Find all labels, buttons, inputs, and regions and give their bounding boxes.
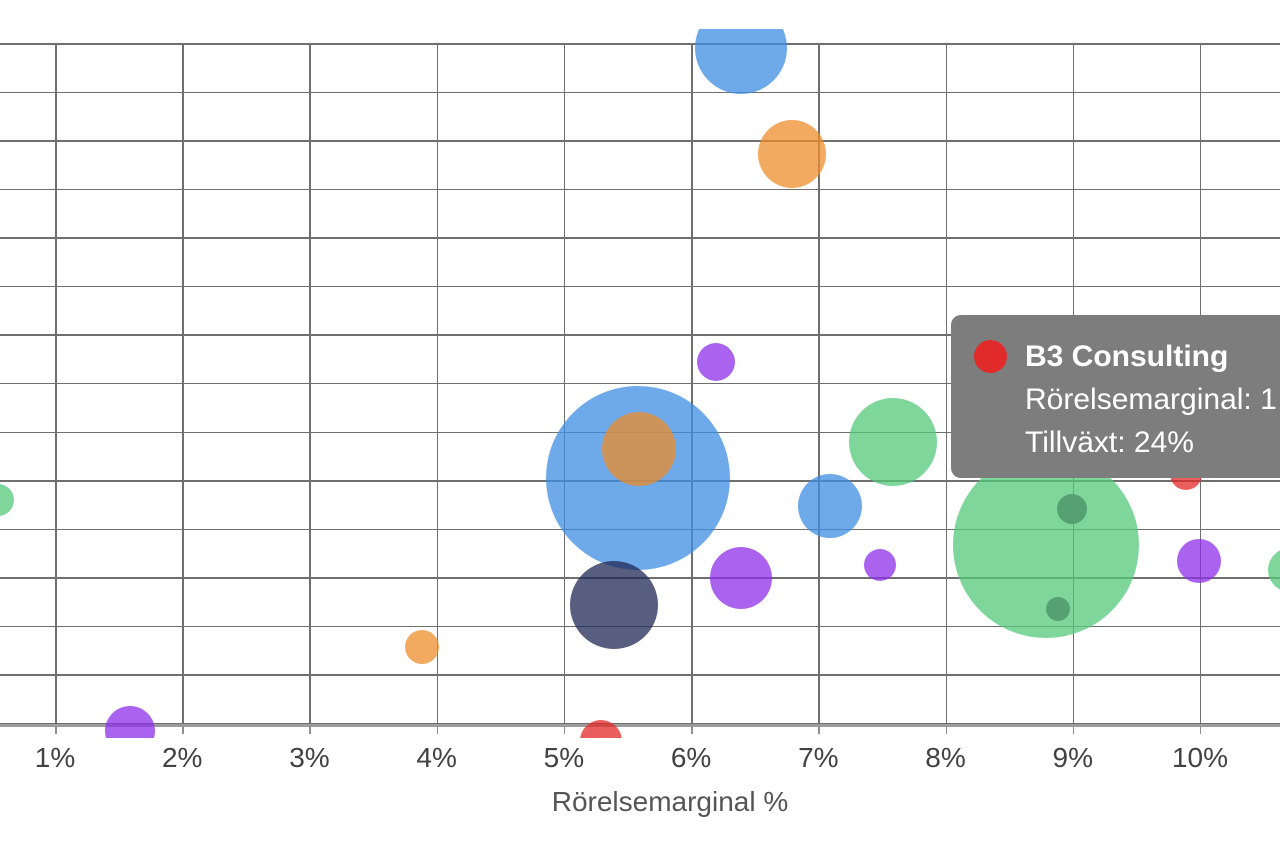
bubble-purple[interactable] bbox=[1177, 539, 1221, 583]
gridline-vertical bbox=[563, 43, 566, 725]
x-axis-tick bbox=[691, 726, 693, 734]
gridline-vertical bbox=[309, 43, 311, 725]
x-tick-label: 3% bbox=[289, 742, 330, 773]
tooltip-series-marker-icon bbox=[974, 340, 1007, 373]
bubble-orange[interactable] bbox=[602, 412, 676, 486]
x-tick-label: 7% bbox=[798, 742, 839, 773]
x-tick-label: 6% bbox=[670, 742, 712, 773]
bubble-purple[interactable] bbox=[697, 343, 735, 381]
bubble-green-dark[interactable] bbox=[1046, 597, 1070, 621]
tooltip-margin-line: Rörelsemarginal: 1 bbox=[1025, 383, 1277, 416]
x-tick-label: 10% bbox=[1171, 742, 1228, 773]
gridline-horizontal bbox=[0, 382, 1280, 385]
x-axis-tick bbox=[1199, 726, 1202, 734]
gridline-vertical bbox=[691, 43, 693, 725]
gridline-vertical bbox=[436, 43, 439, 725]
gridline-horizontal bbox=[0, 140, 1280, 142]
x-axis-tick bbox=[55, 726, 57, 734]
x-axis-tick bbox=[818, 726, 820, 734]
x-axis-line bbox=[0, 723, 1280, 727]
x-tick-label: 1% bbox=[34, 742, 76, 773]
gridline-horizontal bbox=[0, 43, 1280, 45]
x-tick-label: 8% bbox=[925, 742, 966, 773]
x-axis-tick bbox=[309, 726, 311, 734]
bubble-blue[interactable] bbox=[695, 29, 787, 94]
bubble-orange[interactable] bbox=[405, 630, 439, 664]
bubble-red[interactable] bbox=[580, 720, 622, 738]
gridline-horizontal bbox=[0, 91, 1280, 94]
plot-area bbox=[0, 29, 1280, 738]
bubble-blue[interactable] bbox=[798, 474, 862, 538]
gridline-horizontal bbox=[0, 237, 1280, 239]
gridline-horizontal bbox=[0, 334, 1280, 336]
tooltip: B3 Consulting Rörelsemarginal: 1 Tillväx… bbox=[951, 315, 1280, 478]
bubble-orange[interactable] bbox=[758, 120, 826, 188]
x-axis-tick bbox=[563, 726, 566, 734]
x-axis-tick bbox=[436, 726, 439, 734]
bubble-purple[interactable] bbox=[710, 547, 772, 609]
gridline-vertical bbox=[55, 43, 57, 725]
bubble-green[interactable] bbox=[0, 484, 14, 516]
gridline-vertical bbox=[818, 43, 820, 725]
x-axis-title: Rörelsemarginal % bbox=[551, 786, 789, 817]
gridline-vertical bbox=[945, 43, 948, 725]
x-axis-tick bbox=[182, 726, 184, 734]
bubble-green[interactable] bbox=[849, 398, 937, 486]
tooltip-header-row: B3 Consulting bbox=[974, 335, 1280, 378]
tooltip-title: B3 Consulting bbox=[1025, 340, 1229, 373]
x-axis-tick bbox=[1072, 726, 1075, 734]
gridline-horizontal bbox=[0, 285, 1280, 288]
gridline-horizontal bbox=[0, 188, 1280, 191]
bubble-slate[interactable] bbox=[570, 561, 658, 649]
x-tick-label: 4% bbox=[416, 742, 457, 773]
tooltip-growth-line: Tillväxt: 24% bbox=[1025, 426, 1194, 459]
gridline-vertical bbox=[182, 43, 184, 725]
x-tick-label: 9% bbox=[1052, 742, 1093, 773]
gridline-horizontal bbox=[0, 674, 1280, 676]
bubble-green-dark[interactable] bbox=[1057, 494, 1087, 524]
x-axis-tick bbox=[945, 726, 948, 734]
bubble-green[interactable] bbox=[1268, 548, 1280, 592]
x-tick-label: 5% bbox=[543, 742, 585, 773]
bubble-purple[interactable] bbox=[105, 706, 155, 738]
x-tick-label: 2% bbox=[161, 742, 203, 773]
bubble-purple[interactable] bbox=[864, 549, 896, 581]
